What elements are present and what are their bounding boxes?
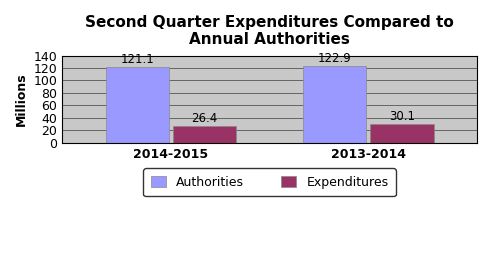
Bar bbox=[106, 67, 169, 143]
Bar bbox=[303, 66, 367, 143]
Text: 30.1: 30.1 bbox=[389, 110, 415, 123]
Legend: Authorities, Expenditures: Authorities, Expenditures bbox=[143, 168, 396, 196]
Text: 122.9: 122.9 bbox=[318, 52, 352, 65]
Text: 26.4: 26.4 bbox=[191, 112, 217, 125]
Bar bbox=[173, 126, 236, 143]
Y-axis label: Millions: Millions bbox=[15, 72, 28, 126]
Bar bbox=[370, 124, 433, 143]
Title: Second Quarter Expenditures Compared to
Annual Authorities: Second Quarter Expenditures Compared to … bbox=[85, 15, 454, 47]
Text: 121.1: 121.1 bbox=[121, 53, 154, 66]
